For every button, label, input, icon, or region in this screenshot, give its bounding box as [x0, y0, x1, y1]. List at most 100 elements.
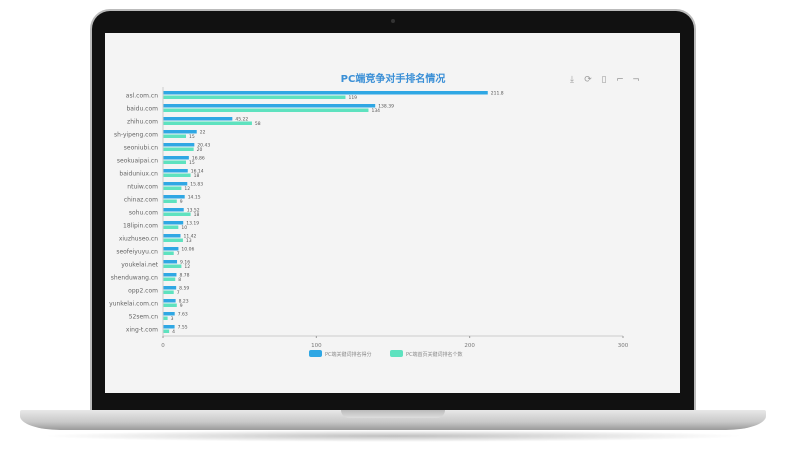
category-label: seoniubi.cn: [124, 145, 158, 152]
legend-label[interactable]: PC端首页关键词排名个数: [406, 351, 463, 358]
bar[interactable]: [163, 160, 186, 165]
data-label: 22: [200, 130, 206, 136]
x-tick-label: 200: [464, 343, 475, 349]
bar[interactable]: [163, 147, 194, 152]
data-label: 119: [348, 95, 357, 101]
data-label: 4: [172, 329, 175, 335]
category-label: baiduniux.cn: [119, 171, 158, 178]
bar[interactable]: [163, 264, 182, 269]
data-label: 58: [255, 121, 261, 127]
bar[interactable]: [163, 156, 189, 160]
bar[interactable]: [163, 108, 369, 113]
category-label: seokuaipai.cn: [117, 158, 158, 165]
category-label: sh-yipeng.com: [114, 132, 158, 139]
bar[interactable]: [163, 251, 174, 256]
bar[interactable]: [163, 212, 191, 217]
data-label: 14.15: [188, 195, 201, 201]
data-label: 20.43: [197, 143, 210, 149]
data-label: 16.14: [191, 169, 204, 175]
category-label: baidu.com: [127, 106, 159, 113]
bar[interactable]: [163, 169, 188, 173]
bar[interactable]: [163, 273, 177, 277]
data-label: 7.63: [178, 312, 188, 318]
data-label: 15: [189, 134, 195, 140]
bar[interactable]: [163, 91, 488, 95]
category-label: sohu.com: [129, 210, 158, 217]
bar[interactable]: [163, 247, 179, 251]
legend-label[interactable]: PC端关键词排名得分: [325, 351, 372, 358]
bar[interactable]: [163, 303, 177, 308]
data-label: 7: [177, 251, 180, 257]
data-label: 3: [171, 316, 174, 322]
category-label: chinaz.com: [124, 197, 158, 204]
x-tick-label: 0: [161, 343, 165, 349]
data-label: 138.39: [378, 104, 394, 110]
bar[interactable]: [163, 104, 376, 108]
data-label: 12: [184, 186, 190, 192]
bar[interactable]: [163, 299, 176, 303]
bar[interactable]: [163, 134, 186, 139]
data-label: 15.83: [190, 182, 203, 188]
bar[interactable]: [163, 195, 185, 199]
bar[interactable]: [163, 121, 252, 126]
legend-swatch[interactable]: [309, 350, 322, 357]
x-tick-label: 300: [618, 343, 629, 349]
bar[interactable]: [163, 186, 182, 191]
data-label: 7: [177, 290, 180, 296]
data-label: 13.19: [186, 221, 199, 227]
data-label: 7.55: [178, 325, 188, 331]
category-label: 52sem.cn: [129, 314, 159, 321]
data-label: 9: [180, 199, 183, 205]
category-label: zhihu.com: [127, 119, 158, 126]
category-label: seofeiyuyu.cn: [116, 249, 158, 256]
bar[interactable]: [163, 234, 181, 238]
data-label: 12: [184, 264, 190, 270]
category-label: 18lipin.com: [123, 223, 158, 230]
bar[interactable]: [163, 208, 184, 212]
bar[interactable]: [163, 316, 168, 321]
zoom-icon[interactable]: ⌐: [616, 75, 624, 85]
bar[interactable]: [163, 143, 195, 147]
bar[interactable]: [163, 117, 233, 121]
refresh-icon[interactable]: ⟳: [584, 75, 592, 85]
bar[interactable]: [163, 130, 197, 134]
data-label: 8.78: [179, 273, 189, 279]
bar[interactable]: [163, 173, 191, 178]
data-label: 13.52: [187, 208, 200, 214]
data-label: 45.22: [235, 117, 248, 123]
bar[interactable]: [163, 182, 188, 186]
data-label: 20: [197, 147, 203, 153]
x-tick-label: 100: [311, 343, 322, 349]
bar[interactable]: [163, 221, 184, 225]
bar[interactable]: [163, 286, 177, 290]
legend-swatch[interactable]: [390, 350, 403, 357]
bar[interactable]: [163, 329, 170, 334]
laptop-shadow: [40, 430, 746, 442]
data-label: 13: [186, 238, 192, 244]
data-label: 10: [181, 225, 187, 231]
category-label: opp2.com: [128, 288, 158, 295]
bar[interactable]: [163, 325, 175, 329]
bar[interactable]: [163, 312, 175, 316]
bar[interactable]: [163, 238, 183, 243]
bar[interactable]: [163, 225, 179, 230]
bar[interactable]: [163, 277, 176, 282]
download-icon[interactable]: ⤓: [570, 75, 574, 85]
data-label: 8: [178, 277, 181, 283]
category-label: shenduwang.cn: [111, 275, 158, 282]
category-label: asl.com.cn: [126, 93, 158, 100]
bar[interactable]: [163, 95, 346, 100]
bar[interactable]: [163, 260, 178, 264]
laptop-base: [20, 410, 766, 430]
bar[interactable]: [163, 290, 174, 295]
data-label: 18: [194, 212, 200, 218]
data-label: 16.86: [192, 156, 205, 162]
laptop-notch: [341, 410, 445, 418]
bar[interactable]: [163, 199, 177, 204]
data-label: 11.42: [184, 234, 197, 240]
data-view-icon[interactable]: ▯: [601, 75, 607, 85]
zoom-reset-icon[interactable]: ¬: [632, 75, 640, 85]
category-label: xiuzhuseo.cn: [119, 236, 158, 243]
category-label: xing-t.com: [126, 327, 158, 334]
